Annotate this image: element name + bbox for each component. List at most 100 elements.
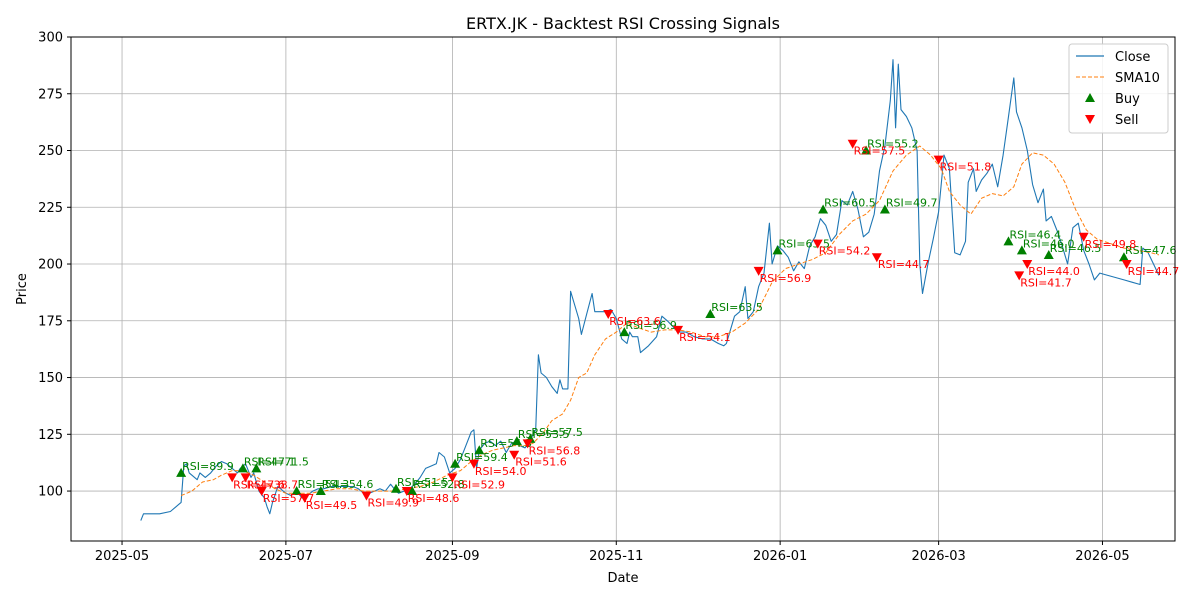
buy-signal-marker [474, 445, 485, 455]
sell-signal-marker [1078, 232, 1089, 242]
sell-signal-marker [227, 473, 238, 483]
sell-signal-marker [240, 473, 251, 483]
legend-buy-marker [1085, 93, 1095, 102]
buy-signal-label: RSI=46.4 [1009, 228, 1061, 241]
legend-sell-label: Sell [1115, 113, 1138, 128]
sell-signal-marker [753, 266, 764, 276]
sell-signal-marker [522, 439, 533, 449]
sell-signal-label: RSI=44.0 [1028, 265, 1080, 278]
plot-frame [70, 36, 1176, 542]
sell-signal-label: RSI=56.9 [760, 272, 812, 285]
buy-signal-label: RSI=55.2 [867, 138, 919, 151]
sell-signal-label: RSI=47.6 [233, 478, 285, 491]
buy-signal-marker [861, 145, 872, 155]
buy-signal-marker [1118, 252, 1129, 262]
x-axis-title: Date [607, 571, 638, 586]
tick-layer: 100 125 150 175 200 225 250 275 300 2025-05 2025-0… [38, 31, 1129, 565]
sell-signal-marker [447, 473, 458, 483]
sell-signal-marker [1014, 271, 1025, 281]
x-tick-label: 2025-09 [425, 549, 479, 564]
buy-signal-label: RSI=57.5 [531, 426, 583, 439]
buy-signal-label: RSI=46.0 [1023, 237, 1075, 250]
sell-signal-label: RSI=38.7 [247, 478, 299, 491]
y-tick-label: 175 [38, 314, 63, 329]
buy-signal-label: RSI=54.6 [322, 478, 374, 491]
y-tick-label: 150 [38, 371, 63, 386]
y-tick-label: 275 [38, 87, 63, 102]
sell-signal-label: RSI=49.5 [306, 499, 358, 512]
y-tick-label: 250 [38, 144, 63, 159]
sell-signal-marker [1022, 260, 1033, 270]
buy-signal-marker [619, 327, 630, 337]
buy-signal-marker [1003, 236, 1014, 246]
sell-signal-label: RSI=63.6 [609, 315, 661, 328]
buy-signal-marker [407, 486, 418, 496]
buy-signal-label: RSI=89.9 [182, 460, 234, 473]
sell-signal-label: RSI=56.8 [529, 444, 581, 457]
sell-signal-marker [673, 325, 684, 335]
buy-signal-label: RSI=51.5 [397, 476, 449, 489]
buy-signal-label: RSI=60.5 [824, 197, 876, 210]
buy-signal-marker [237, 463, 248, 473]
sell-signal-marker [468, 459, 479, 469]
buy-signal-marker [1016, 245, 1027, 255]
sell-signal-marker [361, 491, 372, 501]
x-tick-label: 2026-01 [753, 549, 807, 564]
sell-signal-label: RSI=52.9 [453, 478, 505, 491]
legend-box [1068, 43, 1169, 134]
sell-signal-label: RSI=54.2 [819, 245, 871, 258]
x-tick-label: 2025-11 [589, 549, 643, 564]
sell-signal-label: RSI=41.7 [1020, 276, 1072, 289]
sell-signal-label: RSI=44.7 [878, 258, 930, 271]
plot-layer [140, 59, 1160, 521]
sell-signal-label: RSI=57.5 [854, 145, 906, 158]
sell-signal-marker [401, 487, 412, 497]
legend: Close SMA10 Buy Sell [1068, 43, 1169, 134]
sell-signal-marker [603, 309, 614, 319]
y-axis-title: Price [15, 273, 30, 305]
close-price-line [140, 59, 1160, 521]
x-tick-label: 2025-05 [95, 549, 149, 564]
sell-signal-label: RSI=49.8 [1085, 238, 1137, 251]
sell-signal-marker [871, 253, 882, 263]
sell-signal-marker [847, 139, 858, 149]
y-tick-label: 200 [38, 258, 63, 273]
sell-signal-label: RSI=49.9 [367, 497, 419, 510]
buy-signal-marker [879, 204, 890, 214]
sell-signal-marker [256, 487, 267, 497]
buy-signal-marker [176, 467, 187, 477]
y-tick-label: 225 [38, 201, 63, 216]
sell-signal-label: RSI=48.6 [408, 492, 460, 505]
buy-signal-marker [818, 204, 829, 214]
buy-signal-marker [251, 463, 262, 473]
buy-signal-marker [391, 483, 402, 493]
sell-signal-marker [1121, 260, 1132, 270]
sma10-line [180, 145, 1160, 497]
x-tick-label: 2025-07 [259, 549, 313, 564]
buy-signal-label: RSI=46.5 [1050, 242, 1102, 255]
buy-signal-marker [291, 486, 302, 496]
sell-signal-marker [812, 239, 823, 249]
y-tick-label: 300 [38, 31, 63, 46]
buy-signal-label: RSI=54.3 [298, 478, 350, 491]
sell-signal-marker [933, 155, 944, 165]
sell-signal-label: RSI=44.7 [1128, 265, 1180, 278]
x-tick-label: 2026-03 [911, 549, 965, 564]
legend-buy-label: Buy [1115, 92, 1140, 107]
sell-signal-marker [299, 493, 310, 503]
y-tick-label: 100 [38, 485, 63, 500]
legend-close-label: Close [1115, 50, 1150, 65]
marker-layer: RSI=89.9 RSI=47.1RSI=71.5RSI=54.3RSI=54.6… [176, 138, 1179, 512]
sell-signal-label: RSI=54.0 [475, 465, 527, 478]
buy-signal-marker [705, 308, 716, 318]
legend-sell-marker [1085, 115, 1095, 124]
sell-signal-marker [509, 450, 520, 460]
legend-sma-label: SMA10 [1115, 71, 1160, 86]
sell-signal-label: RSI=51.6 [515, 456, 567, 469]
buy-signal-label: RSI=71.5 [257, 455, 309, 468]
buy-signal-label: RSI=56.9 [625, 319, 677, 332]
buy-signal-marker [511, 436, 522, 446]
buy-signal-marker [1043, 249, 1054, 259]
grid-layer [71, 36, 1175, 541]
